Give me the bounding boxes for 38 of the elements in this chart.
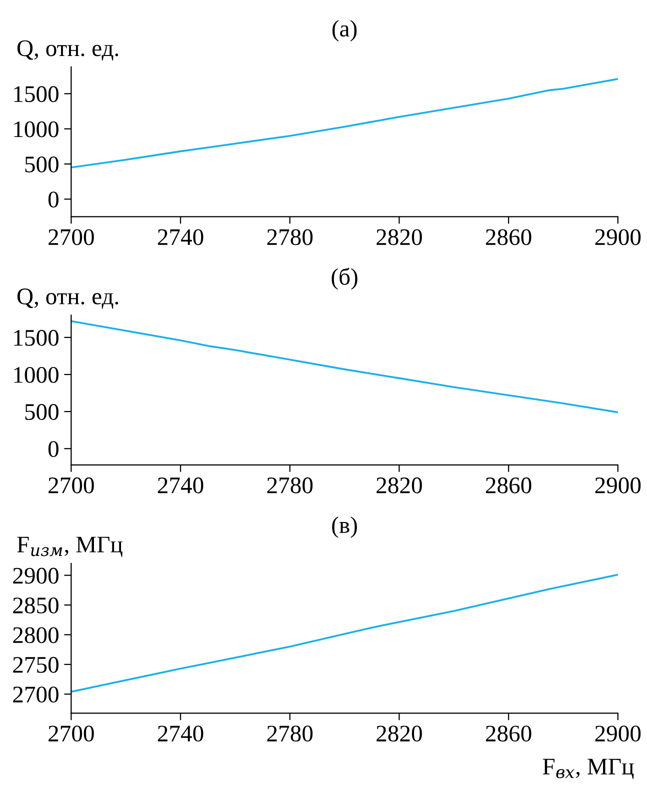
x-tick-label: 2860 bbox=[486, 726, 532, 742]
x-tick-label: 2780 bbox=[267, 477, 313, 494]
x-tick-label: 2740 bbox=[158, 726, 204, 742]
x-tick-label: 2860 bbox=[486, 477, 532, 494]
chart-title: (в) bbox=[332, 516, 357, 538]
y-tick-label: 1500 bbox=[14, 86, 58, 102]
x-axis-title: F$_{вх}$, МГц bbox=[542, 758, 634, 779]
x-tick-label: 2900 bbox=[595, 726, 641, 742]
y-tick-label: 0 bbox=[48, 192, 58, 208]
x-tick-label: 2820 bbox=[376, 726, 422, 742]
x-tick-label: 2740 bbox=[158, 477, 204, 494]
y-tick-label: 500 bbox=[25, 156, 58, 172]
y-axis-title: F$_{изм}$, МГц bbox=[17, 536, 122, 557]
x-tick-label: 2900 bbox=[595, 229, 641, 246]
y-tick-label: 2700 bbox=[13, 686, 58, 703]
y-axis-title: Q, отн. ед. bbox=[17, 288, 118, 309]
chart-title: (а) bbox=[332, 20, 357, 42]
x-tick-label: 2820 bbox=[376, 477, 422, 494]
x-tick-label: 2860 bbox=[486, 229, 532, 246]
y-tick-label: 2750 bbox=[13, 656, 58, 673]
x-tick-label: 2900 bbox=[595, 477, 641, 494]
x-tick-label: 2820 bbox=[376, 229, 422, 246]
chart-title: (б) bbox=[332, 268, 358, 290]
y-tick-label: 1000 bbox=[14, 366, 58, 383]
y-tick-label: 2800 bbox=[13, 627, 58, 644]
y-tick-label: 1000 bbox=[14, 121, 58, 138]
x-tick-label: 2740 bbox=[158, 229, 204, 246]
y-axis-title: Q, отн. ед. bbox=[17, 40, 118, 61]
y-tick-label: 0 bbox=[48, 441, 58, 458]
line-series bbox=[71, 574, 618, 693]
y-tick-label: 2850 bbox=[13, 598, 58, 614]
line-series bbox=[71, 320, 618, 414]
y-tick-label: 500 bbox=[25, 404, 58, 420]
y-tick-label: 2900 bbox=[13, 568, 58, 584]
line-series bbox=[71, 78, 618, 168]
y-tick-label: 1500 bbox=[14, 330, 58, 346]
x-tick-label: 2780 bbox=[267, 726, 313, 742]
x-tick-label: 2780 bbox=[267, 229, 313, 246]
